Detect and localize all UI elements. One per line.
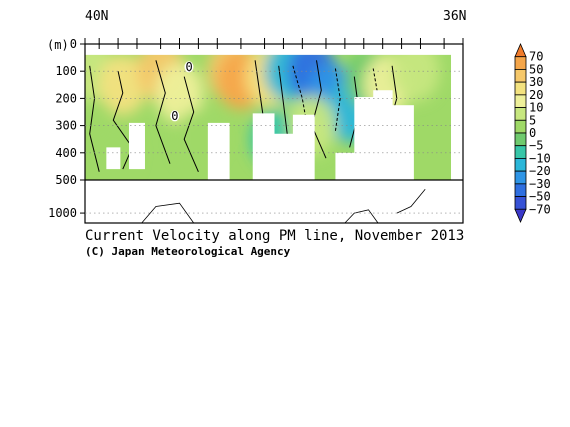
colorbar-segment-9 bbox=[514, 158, 527, 172]
colorbar-label-2: 30 bbox=[529, 75, 543, 89]
colorbar-segment-11 bbox=[514, 183, 527, 197]
y-tick-label-3: 300 bbox=[55, 119, 77, 133]
colorbar-segment-4 bbox=[514, 94, 527, 108]
mask-column-12 bbox=[354, 97, 374, 223]
mask-column-5 bbox=[207, 122, 230, 223]
mask-column-9 bbox=[292, 114, 315, 223]
colorbar-cap-bottom bbox=[514, 208, 527, 224]
mask-column-6 bbox=[229, 182, 254, 223]
colorbar-segment-1 bbox=[514, 56, 527, 70]
colorbar-label-3: 20 bbox=[529, 88, 543, 102]
colorbar-label-10: −30 bbox=[529, 177, 551, 191]
mask-column-0 bbox=[85, 180, 119, 223]
topography-line-0 bbox=[141, 202, 195, 224]
colorbar-label-8: −10 bbox=[529, 151, 551, 165]
contour-label-bg-0 bbox=[184, 61, 194, 73]
colorbar-label-9: −20 bbox=[529, 164, 551, 178]
y-tick-label-0: 0 bbox=[70, 37, 77, 51]
field-cell-14 bbox=[391, 44, 440, 102]
colorbar-segment-3 bbox=[514, 81, 527, 96]
axes: 0 100 200 300 400 500 1000 bbox=[48, 37, 464, 220]
y-tick-label-4: 400 bbox=[55, 146, 77, 160]
colorbar-label-11: −50 bbox=[529, 190, 551, 204]
colorbar-label-4: 10 bbox=[529, 101, 543, 115]
mask-patch-0 bbox=[106, 147, 121, 170]
y-tick-label-6: 1000 bbox=[48, 206, 77, 220]
colorbar-label-7: −5 bbox=[529, 139, 543, 153]
lat-label-right: 36N bbox=[443, 9, 466, 24]
contour-dashed-1 bbox=[334, 68, 341, 132]
mask-surface bbox=[85, 44, 463, 55]
chart-title: Current Velocity along PM line, November… bbox=[85, 228, 464, 244]
mask-column-13 bbox=[373, 90, 393, 224]
colorbar-segment-2 bbox=[514, 69, 527, 83]
mask-column-8 bbox=[274, 133, 294, 223]
colorbar-segment-5 bbox=[514, 107, 527, 121]
topography-line-1 bbox=[344, 209, 379, 224]
contour-label-bg-1 bbox=[170, 110, 180, 122]
colorbar-label-12: −70 bbox=[529, 202, 551, 216]
colorbar-label-6: 0 bbox=[529, 126, 536, 140]
contour-line-5 bbox=[278, 65, 289, 142]
contour-line-6 bbox=[311, 60, 327, 159]
colorbar-segment-12 bbox=[514, 196, 527, 210]
lat-label-left: 40N bbox=[85, 9, 108, 24]
y-unit-label: (m) bbox=[47, 38, 69, 52]
colorbar-label-1: 50 bbox=[529, 62, 543, 76]
colorbar-segment-7 bbox=[514, 132, 527, 147]
mask-column-15 bbox=[413, 189, 453, 223]
field-cell-3 bbox=[155, 62, 204, 123]
y-tick-label-1: 100 bbox=[55, 64, 77, 78]
mask-column-14 bbox=[392, 105, 414, 223]
contour-line-2 bbox=[155, 60, 171, 164]
field-cell-1 bbox=[98, 54, 147, 115]
contour-label-1: 0 bbox=[171, 109, 178, 123]
topography-line-2 bbox=[396, 189, 426, 214]
contour-label-0: 0 bbox=[185, 60, 192, 74]
mask-column-2 bbox=[139, 183, 166, 223]
colorbar-label-5: 5 bbox=[529, 113, 536, 127]
mask-patch-1 bbox=[128, 122, 145, 170]
bottom-topography bbox=[141, 189, 426, 224]
mask-right-edge bbox=[451, 44, 463, 223]
colorbar-segment-8 bbox=[514, 145, 527, 159]
mask-column-1 bbox=[118, 180, 140, 223]
y-tick-label-5: 500 bbox=[55, 173, 77, 187]
colorbar-segment-10 bbox=[514, 170, 527, 185]
mask-column-10 bbox=[314, 182, 336, 223]
colorbar-segment-6 bbox=[514, 119, 527, 134]
colorbar-cap-top bbox=[514, 42, 527, 58]
chart-credit: (C) Japan Meteorological Agency bbox=[85, 245, 291, 258]
mask-column-11 bbox=[335, 152, 355, 223]
mask-column-4 bbox=[188, 182, 209, 223]
y-tick-label-2: 200 bbox=[55, 91, 77, 105]
mask-column-7 bbox=[252, 113, 275, 223]
plot-frame bbox=[84, 43, 464, 224]
colorbar-label-0: 70 bbox=[529, 50, 543, 64]
plot-border bbox=[84, 43, 464, 224]
